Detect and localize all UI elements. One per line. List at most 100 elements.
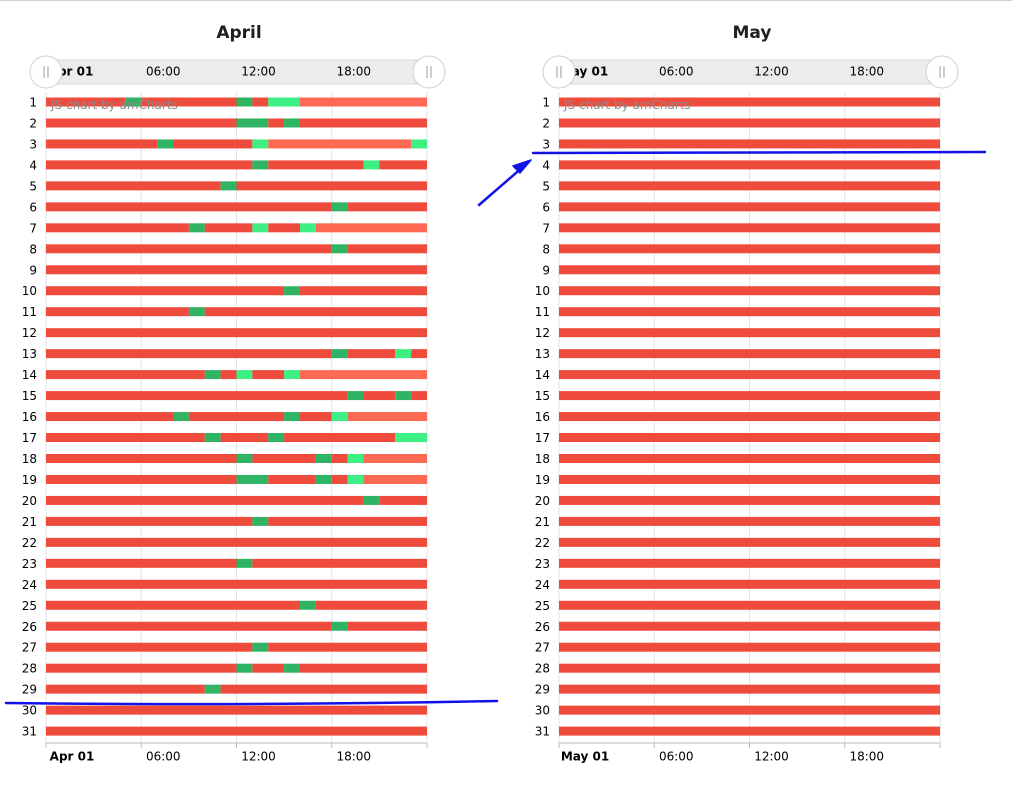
bar-segment[interactable] [236,370,253,380]
bar-segment[interactable] [46,118,237,128]
bar-segment[interactable] [300,370,427,380]
bar-segment[interactable] [411,391,427,401]
bar-segment[interactable] [559,726,940,736]
bar-segment[interactable] [236,663,253,673]
bar-segment[interactable] [347,412,427,422]
bar-segment[interactable] [252,139,269,149]
bar-segment[interactable] [268,160,364,170]
bar-segment[interactable] [220,433,269,443]
bar-segment[interactable] [284,663,300,673]
bar-segment[interactable] [284,412,300,422]
bar-segment[interactable] [559,579,940,589]
bar-segment[interactable] [46,726,427,736]
bar-segment[interactable] [411,139,427,149]
bar-segment[interactable] [46,328,427,338]
bar-segment[interactable] [559,349,940,359]
bar-segment[interactable] [46,97,126,107]
bar-segment[interactable] [46,391,348,401]
bar-segment[interactable] [559,516,940,526]
bar-segment[interactable] [300,412,332,422]
bar-segment[interactable] [46,453,237,463]
bar-segment[interactable] [46,370,205,380]
bar-segment[interactable] [395,349,412,359]
bar-segment[interactable] [395,433,427,443]
bar-segment[interactable] [46,642,253,652]
bar-segment[interactable] [268,97,300,107]
scrollbar-right-grip[interactable] [412,55,446,89]
bar-segment[interactable] [46,286,285,296]
bar-segment[interactable] [559,307,940,317]
grip-circle[interactable] [412,55,446,89]
bar-segment[interactable] [204,370,221,380]
bar-segment[interactable] [46,474,237,484]
bar-segment[interactable] [252,642,269,652]
bar-segment[interactable] [300,286,427,296]
bar-segment[interactable] [559,244,940,254]
bar-segment[interactable] [157,139,173,149]
bar-segment[interactable] [252,370,285,380]
bar-segment[interactable] [363,474,428,484]
bar-segment[interactable] [300,97,427,107]
bar-segment[interactable] [315,223,427,233]
bar-segment[interactable] [559,391,940,401]
bar-segment[interactable] [347,391,364,401]
bar-segment[interactable] [46,202,332,212]
bar-segment[interactable] [252,663,285,673]
bar-segment[interactable] [331,412,348,422]
bar-segment[interactable] [268,139,412,149]
bar-segment[interactable] [46,139,158,149]
bar-segment[interactable] [46,537,427,547]
bar-segment[interactable] [559,286,940,296]
bar-segment[interactable] [559,642,940,652]
bar-segment[interactable] [46,265,427,275]
bar-segment[interactable] [252,558,427,568]
bar-segment[interactable] [331,453,348,463]
bar-segment[interactable] [188,223,205,233]
bar-segment[interactable] [284,286,300,296]
bar-segment[interactable] [559,495,940,505]
bar-segment[interactable] [236,118,269,128]
bar-segment[interactable] [363,391,396,401]
bar-segment[interactable] [347,474,364,484]
bar-segment[interactable] [141,97,237,107]
bar-segment[interactable] [559,433,940,443]
bar-segment[interactable] [331,621,348,631]
bar-segment[interactable] [331,202,348,212]
bar-segment[interactable] [220,181,237,191]
grip-circle[interactable] [29,55,63,89]
bar-segment[interactable] [300,600,316,610]
bar-segment[interactable] [268,516,427,526]
bar-segment[interactable] [236,97,253,107]
bar-segment[interactable] [347,349,396,359]
bar-segment[interactable] [46,558,237,568]
bar-segment[interactable] [559,474,940,484]
bar-segment[interactable] [331,349,348,359]
bar-segment[interactable] [46,412,173,422]
bar-segment[interactable] [559,600,940,610]
bar-segment[interactable] [284,370,300,380]
bar-segment[interactable] [252,516,269,526]
bar-segment[interactable] [300,223,316,233]
bar-segment[interactable] [46,516,253,526]
bar-segment[interactable] [236,558,253,568]
bar-segment[interactable] [300,118,427,128]
bar-segment[interactable] [220,684,427,694]
bar-segment[interactable] [315,600,427,610]
bar-segment[interactable] [46,181,221,191]
bar-segment[interactable] [559,160,940,170]
bar-segment[interactable] [252,223,269,233]
bar-segment[interactable] [315,453,332,463]
bar-segment[interactable] [379,495,427,505]
bar-segment[interactable] [559,558,940,568]
bar-segment[interactable] [46,705,427,715]
bar-segment[interactable] [331,474,348,484]
bar-segment[interactable] [347,453,364,463]
bar-segment[interactable] [46,621,332,631]
bar-segment[interactable] [204,684,221,694]
bar-segment[interactable] [46,579,427,589]
bar-segment[interactable] [559,202,940,212]
bar-segment[interactable] [559,621,940,631]
bar-segment[interactable] [268,642,427,652]
bar-segment[interactable] [252,97,269,107]
bar-segment[interactable] [559,370,940,380]
